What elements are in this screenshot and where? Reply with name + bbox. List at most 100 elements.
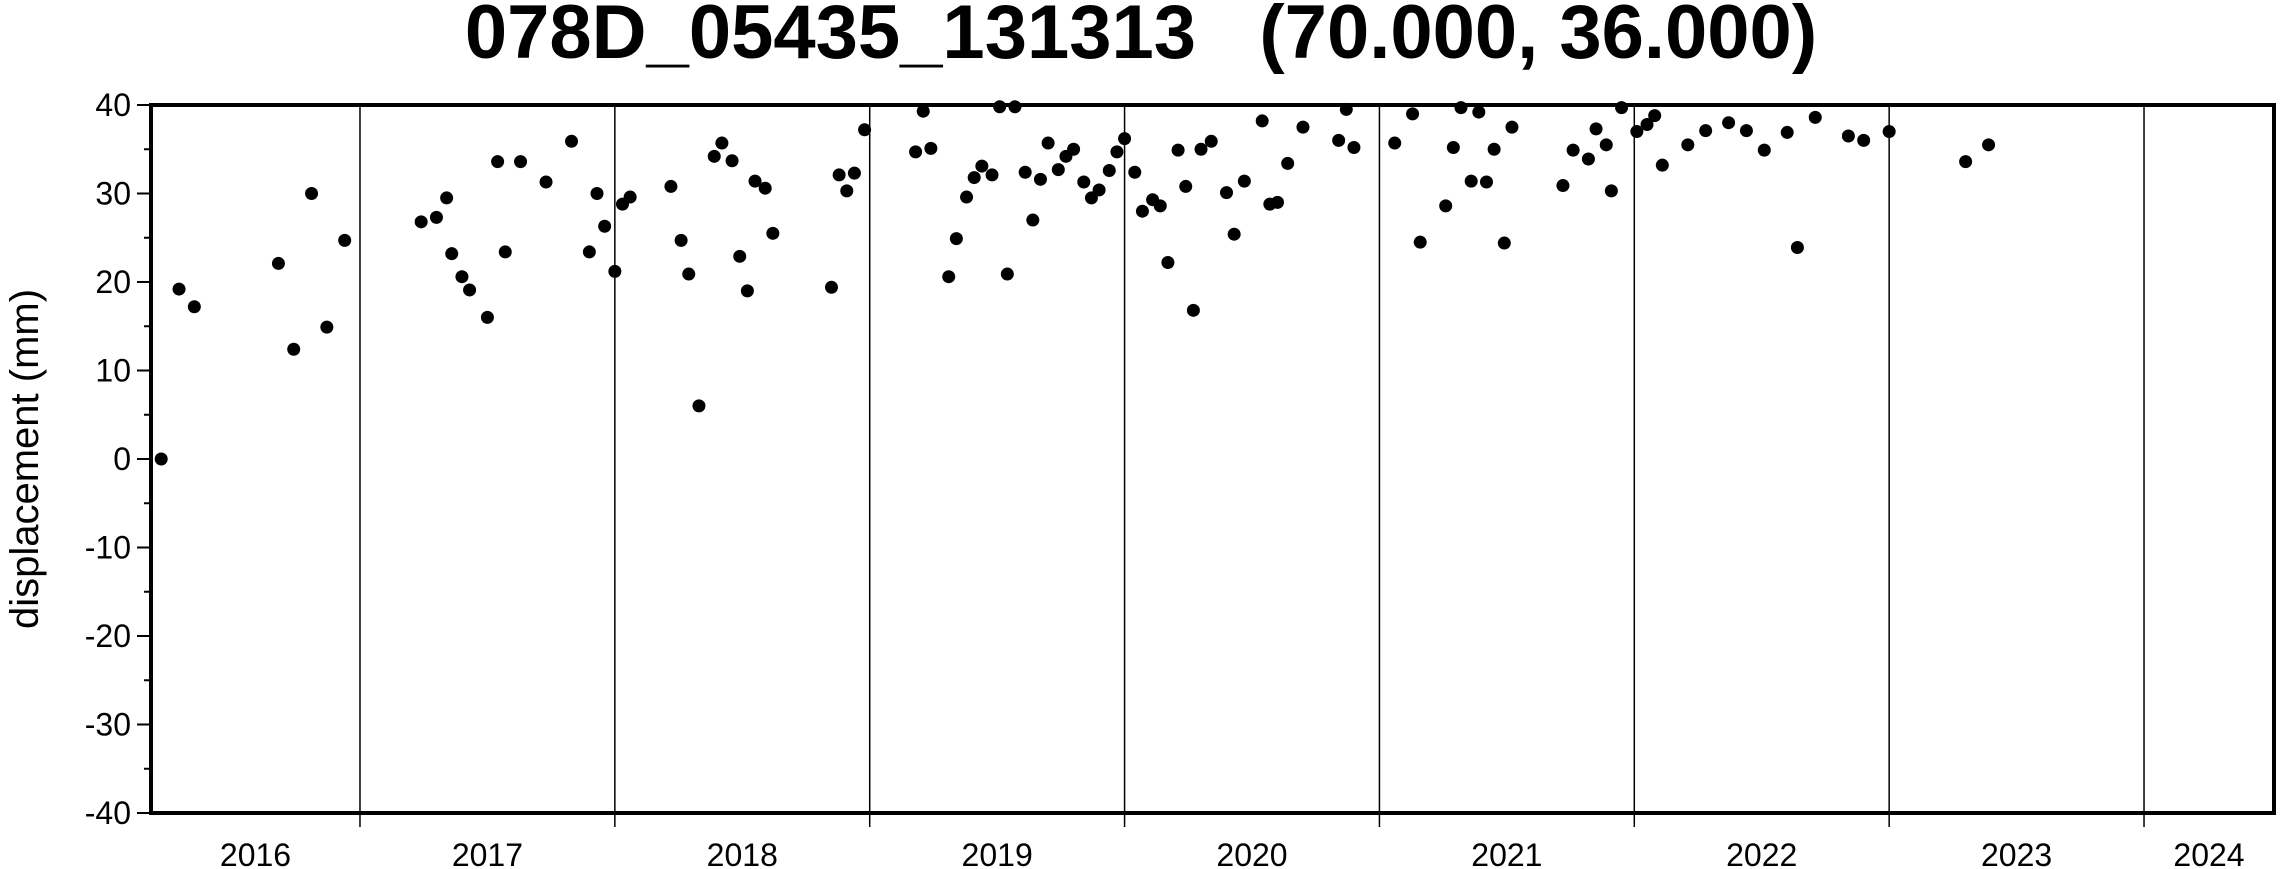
point (440, 191, 454, 205)
point (1077, 175, 1091, 189)
point (1780, 125, 1794, 139)
point (1102, 163, 1116, 177)
point (1067, 142, 1081, 156)
point (733, 249, 747, 263)
point (1841, 129, 1855, 143)
point (539, 175, 553, 189)
y-tick-label: 10 (95, 353, 131, 389)
point (1347, 140, 1361, 154)
point (1464, 174, 1478, 188)
x-tick-label: 2016 (220, 837, 291, 869)
point (1092, 183, 1106, 197)
point (491, 155, 505, 169)
point (858, 123, 872, 137)
point (590, 187, 604, 200)
point (1681, 138, 1695, 152)
point (993, 100, 1007, 114)
point (1959, 155, 1973, 169)
point (682, 267, 696, 281)
point (1237, 174, 1251, 188)
point (1033, 172, 1047, 186)
point (949, 232, 963, 246)
point (1556, 179, 1570, 193)
point (1179, 179, 1193, 193)
point (1487, 142, 1501, 156)
point (463, 283, 477, 297)
point (1589, 122, 1603, 136)
point (1026, 213, 1040, 227)
point (1296, 120, 1310, 134)
point (172, 282, 186, 296)
point (674, 233, 688, 247)
point (1220, 186, 1234, 200)
y-tick-label: 20 (95, 264, 131, 300)
point (985, 168, 999, 182)
point (909, 145, 923, 159)
x-tick-label: 2018 (707, 837, 778, 869)
point (1339, 102, 1353, 116)
point (1194, 142, 1208, 156)
y-axis-label: displacement (mm) (3, 289, 47, 629)
point (916, 104, 930, 118)
point (1615, 101, 1629, 115)
x-tick-label: 2023 (1981, 837, 2052, 869)
point (1135, 204, 1149, 218)
point (1118, 132, 1132, 146)
plot-frame (149, 103, 2276, 815)
point (1479, 175, 1493, 189)
point (960, 190, 974, 204)
y-tick-label: -10 (85, 530, 131, 566)
chart-title: 078D_05435_131313 (70.000, 36.000) (465, 0, 1817, 75)
x-tick-label: 2024 (2173, 837, 2244, 869)
point (1204, 134, 1218, 148)
point (1332, 133, 1346, 147)
point (967, 171, 981, 185)
point (582, 245, 596, 259)
point (271, 256, 285, 270)
point (1153, 199, 1167, 213)
point (1699, 124, 1713, 138)
point (847, 166, 861, 180)
point (1388, 136, 1402, 150)
point (1018, 165, 1032, 179)
point (1270, 195, 1284, 209)
point (455, 270, 469, 284)
point (942, 270, 956, 284)
point (305, 187, 319, 200)
point (840, 184, 854, 198)
point (715, 136, 729, 150)
point (320, 320, 334, 334)
point (725, 154, 739, 168)
point (1604, 184, 1618, 198)
point (1630, 125, 1644, 139)
point (707, 149, 721, 163)
point (1161, 256, 1175, 270)
point (664, 179, 678, 193)
point (1857, 133, 1871, 147)
y-tick-label: 30 (95, 176, 131, 212)
x-tick-label: 2017 (452, 837, 523, 869)
point (1472, 105, 1486, 119)
point (1722, 116, 1736, 130)
x-tick-label: 2021 (1471, 837, 1542, 869)
y-tick-label: 40 (95, 87, 131, 123)
point (1655, 158, 1669, 172)
point (445, 247, 459, 261)
point (623, 190, 637, 204)
point (338, 233, 352, 247)
point (1439, 199, 1453, 213)
x-tick-label: 2020 (1216, 837, 1287, 869)
point (598, 219, 612, 233)
point (565, 134, 579, 148)
point (1227, 227, 1241, 241)
point (1281, 156, 1295, 170)
y-tick-label: -30 (85, 707, 131, 743)
point (1413, 235, 1427, 249)
point (1599, 138, 1613, 152)
point (1110, 145, 1124, 159)
point (1128, 165, 1142, 179)
point (1566, 143, 1580, 157)
point (740, 284, 754, 298)
point (1739, 124, 1753, 138)
